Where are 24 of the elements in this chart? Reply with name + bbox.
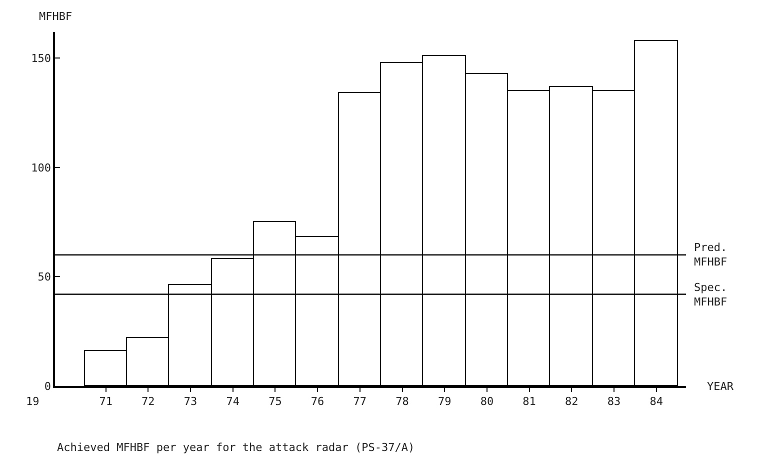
x-tick-label: 84 bbox=[650, 394, 664, 408]
x-tick-label: 80 bbox=[480, 394, 494, 408]
y-tick-label: 50 bbox=[38, 270, 52, 284]
y-tick-label: 100 bbox=[31, 161, 52, 174]
x-tick-label: 72 bbox=[142, 394, 155, 408]
ref-line-label: Spec. MFHBF bbox=[694, 281, 728, 308]
x-tick-label: 78 bbox=[396, 394, 409, 408]
y-axis-title: MFHBF bbox=[39, 10, 72, 23]
y-tick-label: 0 bbox=[44, 380, 52, 393]
x-tick-label: 81 bbox=[522, 394, 536, 408]
x-tick-label: 79 bbox=[438, 394, 452, 408]
text: 19 bbox=[26, 395, 40, 408]
x-axis-title: YEAR bbox=[707, 380, 734, 393]
x-tick-label: 83 bbox=[607, 394, 621, 408]
x-tick-label: 75 bbox=[268, 394, 282, 408]
x-tick-label: 71 bbox=[99, 394, 112, 408]
x-tick-label: 76 bbox=[310, 394, 324, 408]
x-tick-label: 73 bbox=[184, 394, 198, 408]
x-tick-label: 74 bbox=[226, 394, 240, 408]
ref-line-label: Pred. MFHBF bbox=[694, 241, 728, 268]
y-tick-label: 150 bbox=[31, 52, 52, 66]
x-tick-label: 82 bbox=[565, 394, 578, 408]
x-tick-label: 77 bbox=[353, 394, 367, 408]
text: Achieved MFHBF per year for the attack radar (PS-37/A) bbox=[57, 441, 415, 454]
